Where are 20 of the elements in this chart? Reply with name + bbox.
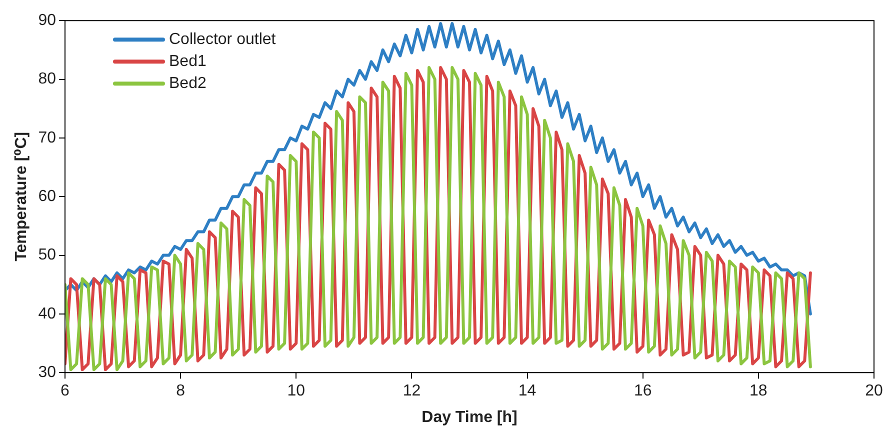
x-tick-label: 14 [518,382,536,400]
legend-label: Bed1 [168,53,206,70]
legend-label: Bed2 [168,75,206,92]
legend-label: Collector outlet [168,31,276,48]
x-tick-label: 16 [634,382,652,400]
y-tick-label: 90 [38,12,56,30]
y-tick-label: 40 [38,305,56,322]
y-tick-label: 30 [38,364,56,382]
y-axis-title: Temperature [⁰C] [13,132,30,262]
x-tick-label: 18 [750,382,768,400]
y-tick-label: 80 [38,70,56,88]
x-tick-label: 20 [865,382,883,400]
x-tick-label: 12 [402,382,421,400]
x-axis-title: Day Time [h] [422,408,518,426]
x-tick-label: 10 [287,382,306,400]
x-tick-label: 6 [60,382,70,400]
y-tick-label: 70 [38,129,56,146]
y-tick-label: 60 [38,188,56,206]
y-tick-label: 50 [38,246,56,264]
x-tick-label: 8 [176,382,186,400]
